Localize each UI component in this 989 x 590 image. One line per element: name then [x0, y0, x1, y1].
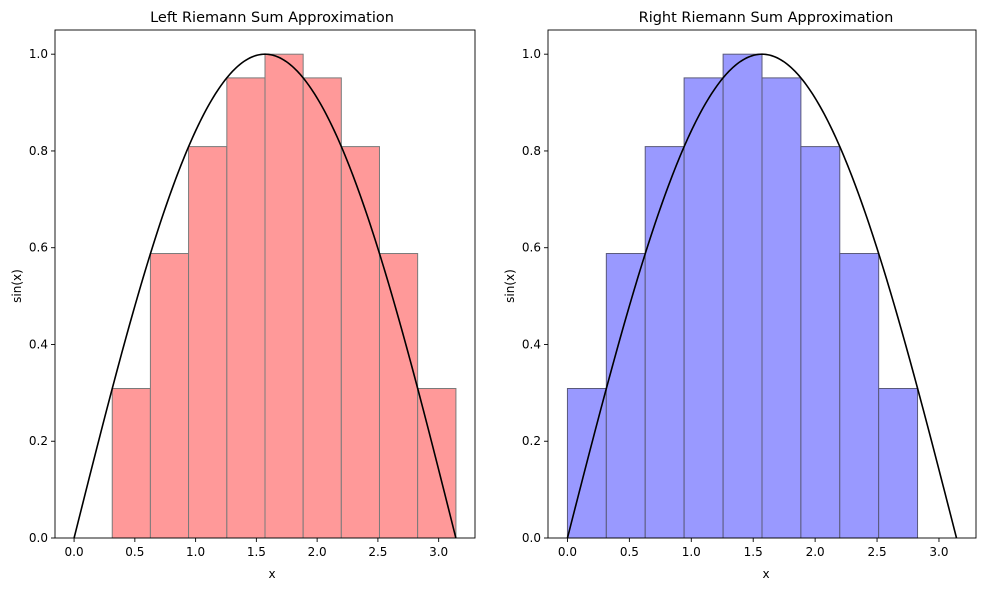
chart-title: Right Riemann Sum Approximation: [639, 10, 894, 26]
bar-2: [149, 253, 190, 539]
left-riemann-chart: Left Riemann Sum Approximation 0.0 0.5 1.0…: [10, 10, 476, 581]
y-tick-label: 0.6: [522, 241, 541, 255]
sine-curve: [73, 53, 457, 539]
x-tick-label: 1.0: [682, 545, 701, 559]
bar-2: [605, 253, 646, 539]
bar-3: [188, 146, 228, 539]
x-tick-label: 0.0: [65, 545, 84, 559]
bar-5: [722, 53, 763, 539]
bar-5: [264, 53, 304, 539]
bar-8: [839, 253, 880, 539]
x-axis-ticks: 0.0 0.5 1.0 1.5 2.0 2.5 3.0: [558, 538, 949, 559]
y-axis-label: sin(x): [503, 269, 517, 303]
y-tick-label: 0.8: [522, 144, 541, 158]
x-tick-label: 1.5: [744, 545, 763, 559]
x-axis-label: x: [762, 567, 769, 581]
y-axis-ticks: 0.0 0.2 0.4 0.6 0.8 1.0: [29, 47, 55, 545]
y-tick-label: 0.4: [29, 337, 48, 351]
x-axis-label: x: [268, 567, 275, 581]
chart-title: Left Riemann Sum Approximation: [150, 10, 394, 26]
bar-9: [878, 388, 919, 539]
right-riemann-chart: Right Riemann Sum Approximation 0.0 0.5 1.…: [503, 10, 977, 581]
bar-7: [340, 146, 380, 539]
x-tick-label: 0.0: [558, 545, 577, 559]
y-tick-label: 0.0: [29, 531, 48, 545]
y-axis-label: sin(x): [10, 269, 24, 303]
x-tick-label: 0.5: [620, 545, 639, 559]
y-tick-label: 0.0: [522, 531, 541, 545]
plot-frame: [547, 29, 977, 539]
y-tick-label: 1.0: [29, 47, 48, 61]
bar-8: [378, 253, 419, 539]
y-axis-ticks: 0.0 0.2 0.4 0.6 0.8 1.0: [522, 47, 548, 545]
bars-group: [111, 53, 457, 539]
x-tick-label: 2.5: [368, 545, 387, 559]
bar-4: [683, 77, 724, 539]
x-tick-label: 3.0: [429, 545, 448, 559]
y-tick-label: 0.4: [522, 337, 541, 351]
plot-frame: [54, 29, 476, 539]
y-tick-label: 1.0: [522, 47, 541, 61]
bar-6: [761, 77, 802, 539]
x-tick-label: 0.5: [125, 545, 144, 559]
bar-4: [226, 77, 266, 539]
x-tick-label: 2.0: [806, 545, 825, 559]
y-tick-label: 0.6: [29, 241, 48, 255]
bar-6: [302, 77, 342, 539]
x-tick-label: 1.0: [186, 545, 205, 559]
x-tick-label: 1.5: [247, 545, 266, 559]
bar-3: [644, 146, 685, 539]
x-tick-label: 2.5: [868, 545, 887, 559]
sine-curve: [566, 53, 958, 539]
bar-1: [111, 388, 151, 539]
y-tick-label: 0.2: [522, 434, 541, 448]
bar-7: [800, 146, 841, 539]
y-tick-label: 0.8: [29, 144, 48, 158]
x-tick-label: 3.0: [929, 545, 948, 559]
x-axis-ticks: 0.0 0.5 1.0 1.5 2.0 2.5 3.0: [65, 538, 448, 559]
x-tick-label: 2.0: [308, 545, 327, 559]
y-tick-label: 0.2: [29, 434, 48, 448]
